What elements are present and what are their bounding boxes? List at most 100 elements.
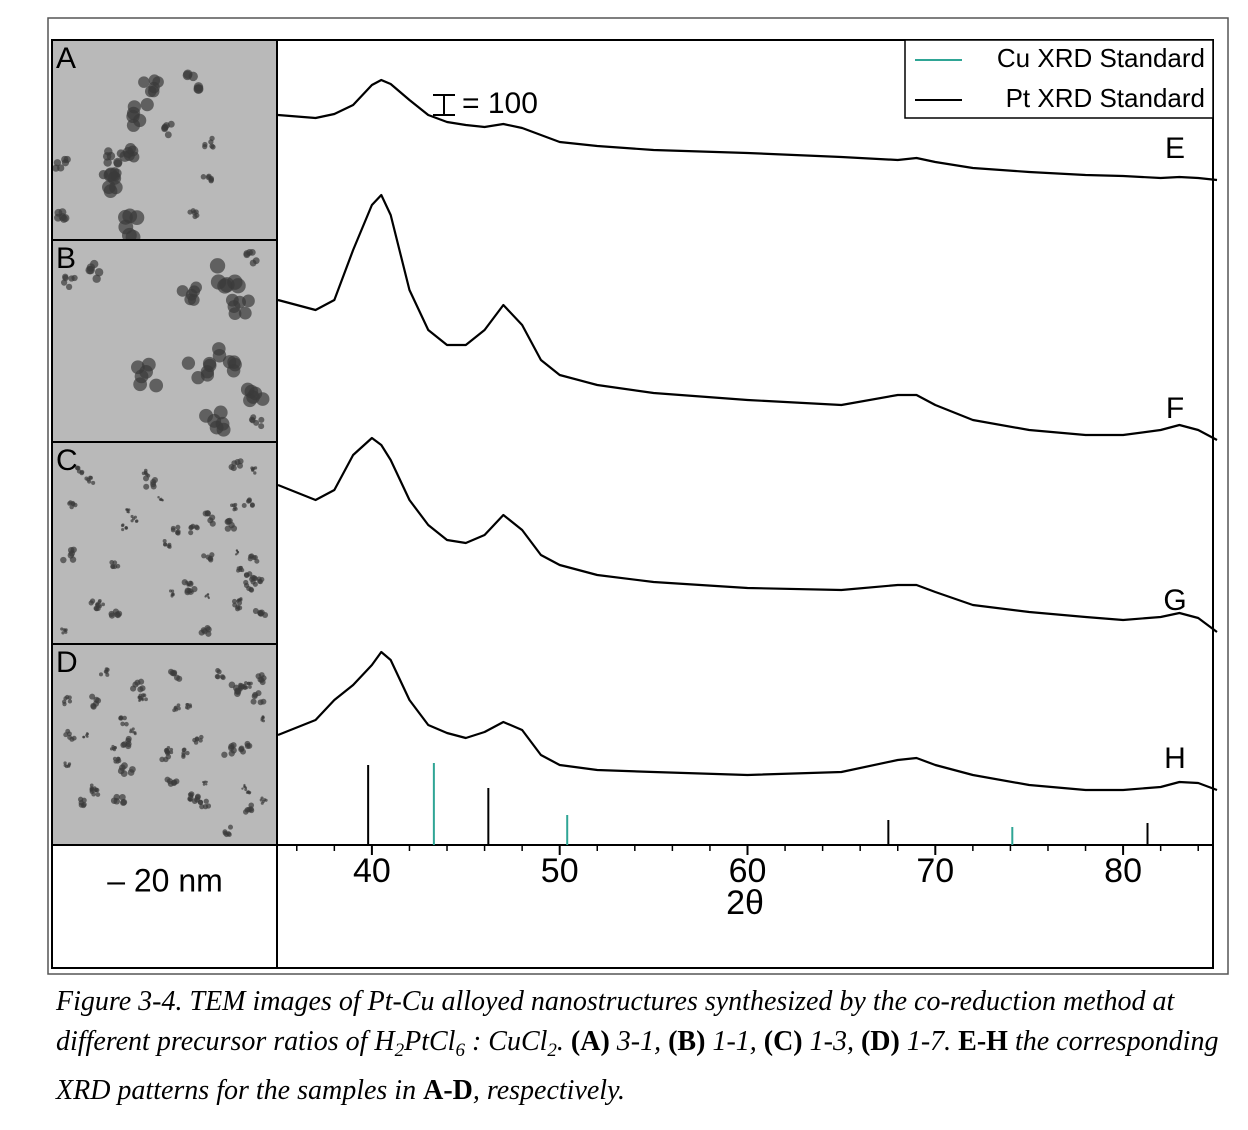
- particle: [190, 523, 196, 529]
- particle: [89, 598, 96, 604]
- particle: [113, 793, 120, 801]
- caption-text: (C): [763, 1026, 803, 1057]
- particle: [251, 468, 255, 472]
- particle: [105, 672, 110, 677]
- particle: [127, 510, 130, 514]
- particle: [98, 604, 102, 609]
- particle: [67, 762, 72, 766]
- particle: [110, 564, 116, 570]
- caption-text: Figure 3-4. TEM images of Pt-Cu alloyed …: [56, 986, 1175, 1057]
- particle: [248, 553, 254, 559]
- particle: [260, 801, 264, 805]
- particle: [122, 715, 127, 721]
- particle: [176, 285, 189, 297]
- particle: [143, 483, 150, 490]
- particle: [122, 146, 134, 158]
- particle: [244, 788, 248, 792]
- caption-text: 6: [455, 1040, 465, 1061]
- caption-text: 1-1,: [705, 1026, 764, 1057]
- legend-label: Cu XRD Standard: [997, 43, 1205, 73]
- series-label: F: [1166, 392, 1184, 425]
- particle: [137, 686, 144, 693]
- particle: [233, 502, 238, 507]
- particle: [225, 293, 239, 307]
- particle: [195, 793, 201, 800]
- particle: [256, 576, 262, 582]
- particle: [221, 751, 228, 758]
- particle: [248, 802, 255, 809]
- particle: [134, 369, 149, 384]
- caption-text: : CuCl: [464, 1026, 548, 1057]
- particle: [159, 756, 165, 763]
- particle: [248, 248, 256, 256]
- particle: [257, 699, 264, 706]
- particle: [237, 605, 243, 611]
- particle: [209, 258, 226, 274]
- particle: [165, 749, 170, 753]
- particle: [138, 696, 143, 700]
- particle: [188, 791, 195, 798]
- particle: [118, 209, 133, 225]
- xrd-pattern: [277, 78, 1218, 182]
- particle: [184, 705, 189, 710]
- particle: [118, 715, 123, 721]
- particle: [175, 530, 181, 536]
- caption-text: A-D: [423, 1075, 473, 1106]
- particle: [216, 669, 222, 675]
- particle: [174, 705, 178, 710]
- particle: [120, 770, 128, 777]
- particle: [176, 703, 181, 708]
- particle: [170, 525, 176, 531]
- particle: [144, 697, 148, 702]
- particle: [130, 514, 134, 519]
- particle: [204, 783, 208, 786]
- particle: [215, 416, 230, 431]
- xrd-pattern: [277, 436, 1218, 633]
- particle: [135, 519, 139, 523]
- particle: [241, 503, 247, 508]
- particle: [138, 76, 150, 88]
- particle: [86, 263, 96, 272]
- particle: [129, 766, 136, 773]
- particle: [239, 597, 243, 601]
- x-axis-label: 2θ: [726, 884, 764, 922]
- particle: [140, 98, 154, 112]
- particle: [144, 85, 157, 98]
- particle: [117, 758, 122, 763]
- panel-label: C: [56, 444, 78, 477]
- scale-label: – 20 nm: [107, 862, 223, 898]
- particle: [192, 214, 198, 220]
- particle: [62, 628, 66, 632]
- particle: [181, 750, 186, 756]
- caption-text: E-H: [958, 1026, 1008, 1057]
- particle: [104, 147, 113, 156]
- particle: [82, 735, 86, 739]
- x-tick-label: 70: [916, 852, 954, 890]
- particle: [92, 274, 101, 283]
- particle: [194, 525, 200, 531]
- particle: [234, 690, 241, 697]
- particle: [125, 735, 132, 742]
- caption-text: 2: [394, 1040, 405, 1061]
- particle: [141, 357, 156, 372]
- particle: [258, 423, 265, 430]
- panel-label: B: [56, 242, 76, 275]
- panel-border: [51, 39, 1214, 969]
- particle: [108, 612, 116, 619]
- particle: [98, 169, 108, 180]
- legend: [904, 39, 1214, 119]
- particle: [258, 677, 265, 684]
- particle: [119, 793, 126, 801]
- particle: [230, 278, 246, 294]
- particle: [105, 667, 110, 672]
- particle: [143, 468, 148, 473]
- particle: [248, 587, 255, 593]
- particle: [263, 798, 267, 802]
- particle: [187, 294, 200, 306]
- particle: [190, 208, 196, 214]
- particle: [157, 495, 160, 499]
- particle: [134, 679, 141, 686]
- particle: [126, 109, 140, 124]
- particle: [250, 698, 257, 705]
- particle: [208, 139, 214, 145]
